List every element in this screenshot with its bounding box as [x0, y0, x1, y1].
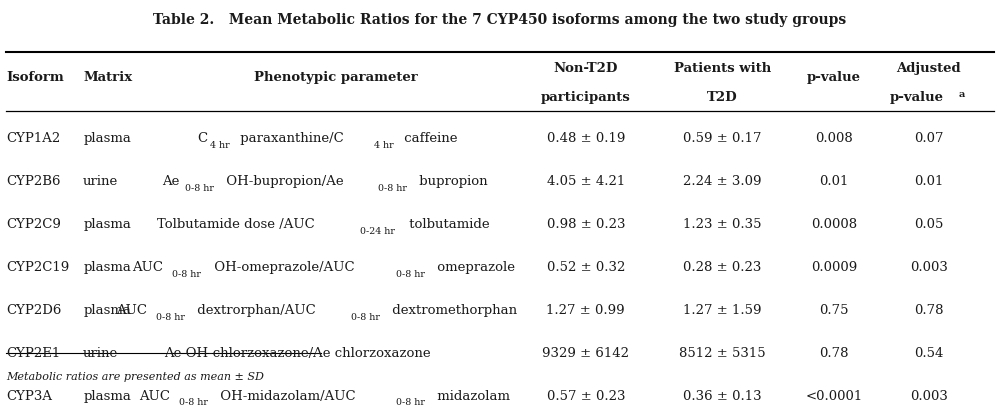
Text: 0.59 ± 0.17: 0.59 ± 0.17: [683, 132, 762, 145]
Text: Table 2.   Mean Metabolic Ratios for the 7 CYP450 isoforms among the two study g: Table 2. Mean Metabolic Ratios for the 7…: [153, 13, 847, 27]
Text: Ae: Ae: [162, 175, 180, 188]
Text: OH-bupropion/Ae: OH-bupropion/Ae: [222, 175, 343, 188]
Text: 0.98 ± 0.23: 0.98 ± 0.23: [547, 218, 625, 231]
Text: 0.75: 0.75: [819, 304, 849, 317]
Text: OH-omeprazole/AUC: OH-omeprazole/AUC: [210, 261, 354, 274]
Text: Phenotypic parameter: Phenotypic parameter: [254, 71, 417, 84]
Text: Tolbutamide dose /AUC: Tolbutamide dose /AUC: [157, 218, 315, 231]
Text: tolbutamide: tolbutamide: [405, 218, 490, 231]
Text: 0.28 ± 0.23: 0.28 ± 0.23: [683, 261, 762, 274]
Text: CYP1A2: CYP1A2: [6, 132, 61, 145]
Text: AUC: AUC: [139, 390, 170, 403]
Text: p-value: p-value: [807, 71, 861, 84]
Text: 0.0009: 0.0009: [811, 261, 857, 274]
Text: 4 hr: 4 hr: [374, 141, 394, 150]
Text: C: C: [197, 132, 208, 145]
Text: Adjusted: Adjusted: [896, 62, 961, 75]
Text: 0.003: 0.003: [910, 390, 948, 403]
Text: 0.008: 0.008: [815, 132, 853, 145]
Text: 4.05 ± 4.21: 4.05 ± 4.21: [547, 175, 625, 188]
Text: Isoform: Isoform: [6, 71, 64, 84]
Text: Patients with: Patients with: [674, 62, 771, 75]
Text: 0.78: 0.78: [819, 347, 849, 360]
Text: 0.05: 0.05: [914, 218, 943, 231]
Text: plasma: plasma: [83, 304, 131, 317]
Text: a: a: [959, 90, 965, 100]
Text: plasma: plasma: [83, 261, 131, 274]
Text: AUC: AUC: [133, 261, 164, 274]
Text: 1.27 ± 1.59: 1.27 ± 1.59: [683, 304, 762, 317]
Text: Matrix: Matrix: [83, 71, 132, 84]
Text: 0-8 hr: 0-8 hr: [378, 184, 407, 193]
Text: 0.48 ± 0.19: 0.48 ± 0.19: [547, 132, 625, 145]
Text: 0.0008: 0.0008: [811, 218, 857, 231]
Text: T2D: T2D: [707, 91, 738, 104]
Text: 0-8 hr: 0-8 hr: [185, 184, 213, 193]
Text: CYP2C19: CYP2C19: [6, 261, 70, 274]
Text: AUC: AUC: [116, 304, 147, 317]
Text: OH-midazolam/AUC: OH-midazolam/AUC: [216, 390, 356, 403]
Text: 0.52 ± 0.32: 0.52 ± 0.32: [547, 261, 625, 274]
Text: CYP2B6: CYP2B6: [6, 175, 61, 188]
Text: urine: urine: [83, 347, 118, 360]
Text: bupropion: bupropion: [415, 175, 488, 188]
Text: 9329 ± 6142: 9329 ± 6142: [542, 347, 629, 360]
Text: 0.01: 0.01: [819, 175, 849, 188]
Text: midazolam: midazolam: [433, 390, 510, 403]
Text: 1.23 ± 0.35: 1.23 ± 0.35: [683, 218, 762, 231]
Text: dextrorphan/AUC: dextrorphan/AUC: [193, 304, 316, 317]
Text: 0.07: 0.07: [914, 132, 944, 145]
Text: 0.78: 0.78: [914, 304, 944, 317]
Text: 0-8 hr: 0-8 hr: [172, 270, 201, 279]
Text: plasma: plasma: [83, 132, 131, 145]
Text: participants: participants: [541, 91, 631, 104]
Text: 8512 ± 5315: 8512 ± 5315: [679, 347, 766, 360]
Text: CYP2E1: CYP2E1: [6, 347, 61, 360]
Text: 0.54: 0.54: [914, 347, 943, 360]
Text: 0-8 hr: 0-8 hr: [351, 313, 380, 322]
Text: paraxanthine/C: paraxanthine/C: [236, 132, 343, 145]
Text: 0-24 hr: 0-24 hr: [360, 227, 395, 236]
Text: Ae OH-chlorzoxazone/Ae chlorzoxazone: Ae OH-chlorzoxazone/Ae chlorzoxazone: [164, 347, 431, 360]
Text: 0.003: 0.003: [910, 261, 948, 274]
Text: 0-8 hr: 0-8 hr: [396, 399, 425, 405]
Text: 2.24 ± 3.09: 2.24 ± 3.09: [683, 175, 762, 188]
Text: 0-8 hr: 0-8 hr: [179, 399, 208, 405]
Text: p-value: p-value: [890, 91, 944, 104]
Text: omeprazole: omeprazole: [433, 261, 515, 274]
Text: urine: urine: [83, 175, 118, 188]
Text: plasma: plasma: [83, 218, 131, 231]
Text: CYP2D6: CYP2D6: [6, 304, 62, 317]
Text: 0.57 ± 0.23: 0.57 ± 0.23: [547, 390, 625, 403]
Text: 0.36 ± 0.13: 0.36 ± 0.13: [683, 390, 762, 403]
Text: 0-8 hr: 0-8 hr: [156, 313, 185, 322]
Text: 0.01: 0.01: [914, 175, 943, 188]
Text: CYP3A: CYP3A: [6, 390, 52, 403]
Text: caffeine: caffeine: [400, 132, 457, 145]
Text: <0.0001: <0.0001: [805, 390, 863, 403]
Text: Metabolic ratios are presented as mean ± SD: Metabolic ratios are presented as mean ±…: [6, 372, 264, 382]
Text: 0-8 hr: 0-8 hr: [396, 270, 425, 279]
Text: CYP2C9: CYP2C9: [6, 218, 61, 231]
Text: Non-T2D: Non-T2D: [554, 62, 618, 75]
Text: 1.27 ± 0.99: 1.27 ± 0.99: [546, 304, 625, 317]
Text: dextromethorphan: dextromethorphan: [388, 304, 518, 317]
Text: 4 hr: 4 hr: [210, 141, 230, 150]
Text: plasma: plasma: [83, 390, 131, 403]
